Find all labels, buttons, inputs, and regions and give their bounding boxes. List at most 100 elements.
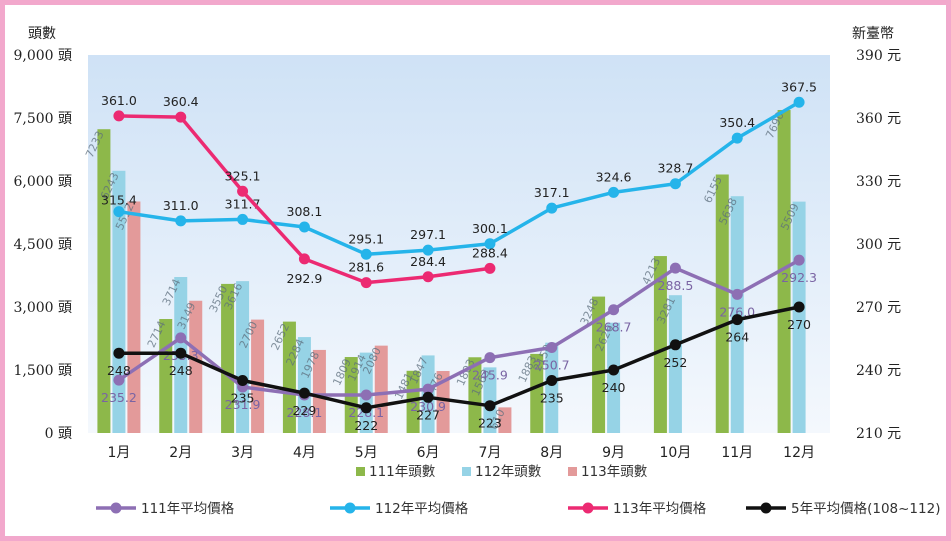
data-point (113, 374, 125, 386)
left-tick-label: 9,000 頭 (13, 48, 72, 64)
point-value-label: 324.6 (596, 169, 632, 184)
bar (530, 353, 544, 433)
bar (189, 300, 203, 433)
plot-area (88, 55, 830, 433)
legend-label: 112年頭數 (475, 464, 542, 480)
category-label: 2月 (169, 445, 192, 461)
point-value-label: 245.9 (472, 368, 508, 383)
legend-marker (760, 502, 772, 514)
data-point (793, 96, 805, 108)
point-value-label: 228.1 (287, 405, 323, 420)
right-tick-label: 270 元 (856, 300, 901, 316)
point-value-label: 360.4 (163, 94, 199, 109)
data-point (422, 271, 434, 283)
data-point (175, 215, 187, 227)
point-value-label: 317.1 (534, 185, 570, 200)
series-line (118, 100, 800, 257)
bar (483, 367, 497, 433)
data-point (422, 391, 434, 403)
bar (282, 321, 296, 433)
data-point (669, 339, 681, 351)
left-tick-label: 4,500 頭 (13, 237, 72, 253)
data-point (422, 244, 434, 256)
point-value-label: 308.1 (287, 204, 323, 219)
data-point (175, 111, 187, 123)
bar (607, 322, 621, 433)
series-line (117, 258, 800, 397)
right-tick-label: 300 元 (856, 237, 901, 253)
data-point (237, 185, 249, 197)
right-axis-ticks: 390 元 360 元 330 元 300 元 270 元 240 元 210 元 (856, 48, 901, 442)
point-value-label: 270 (787, 317, 811, 332)
bar (545, 342, 559, 433)
point-value-label: 295.1 (348, 231, 384, 246)
point-value-label: 248 (107, 363, 131, 378)
category-label: 8月 (540, 445, 563, 461)
point-value-label: 361.0 (101, 93, 137, 108)
bar (777, 110, 791, 434)
legend-label: 112年平均價格 (375, 501, 469, 517)
legend-label: 111年頭數 (369, 464, 436, 480)
legend-label: 111年平均價格 (141, 501, 235, 517)
data-point (669, 262, 681, 274)
legend-swatch (462, 467, 471, 476)
data-point (669, 178, 681, 190)
data-point (113, 206, 125, 218)
point-value-label: 284.4 (410, 254, 446, 269)
point-value-label: 223 (478, 416, 502, 431)
data-point (175, 332, 187, 344)
point-value-label: 264 (725, 330, 749, 345)
bar (668, 295, 682, 433)
category-label: 4月 (293, 445, 316, 461)
left-tick-label: 3,000 頭 (13, 300, 72, 316)
line-series: 235.2255.3231.9228.1228.1230.9245.9250.7… (101, 79, 817, 433)
legend-marker (110, 502, 122, 514)
data-point (546, 202, 558, 214)
category-label: 3月 (231, 445, 254, 461)
point-value-label: 250.7 (534, 358, 570, 373)
data-point (608, 304, 620, 316)
data-point (793, 254, 805, 266)
bar (251, 319, 265, 433)
category-label: 5月 (355, 445, 378, 461)
left-axis-title: 頭數 (28, 26, 56, 42)
data-point (484, 238, 496, 250)
data-point (422, 383, 434, 395)
category-label: 12月 (783, 445, 815, 461)
data-point (546, 375, 558, 386)
legend-label: 5年平均價格(108~112) (791, 501, 940, 517)
bar (498, 407, 512, 433)
bar (592, 296, 606, 433)
point-value-label: 235 (540, 391, 564, 406)
data-point (484, 262, 496, 274)
legend: 111年頭數 112年頭數 113年頭數 111年平均價格 112年平均價格 113年平均… (96, 464, 940, 517)
point-value-label: 367.5 (781, 79, 817, 94)
bar (312, 349, 326, 433)
category-label: 10月 (660, 445, 692, 461)
point-value-label: 231.9 (225, 397, 261, 412)
point-value-label: 222 (354, 418, 378, 433)
data-point (731, 132, 743, 144)
point-value-label: 235.2 (101, 390, 137, 405)
data-point (298, 387, 310, 399)
left-tick-label: 6,000 頭 (13, 174, 72, 190)
point-value-label: 230.9 (410, 399, 446, 414)
data-point (608, 186, 620, 198)
legend-label: 113年頭數 (581, 464, 648, 480)
bar (406, 370, 420, 433)
point-value-label: 288.5 (658, 278, 694, 293)
data-point (360, 277, 372, 289)
data-point (237, 213, 249, 225)
point-value-label: 240 (602, 380, 626, 395)
data-point (360, 389, 372, 401)
point-value-label: 235 (231, 391, 255, 406)
point-value-label: 350.4 (719, 115, 755, 130)
data-point (731, 288, 743, 300)
category-labels: 1月 2月 3月 4月 5月 6月 7月 8月 9月 10月 11月 12月 (107, 445, 815, 461)
left-tick-label: 0 頭 (45, 426, 72, 442)
point-value-label: 315.4 (101, 193, 137, 208)
point-value-label: 325.1 (225, 168, 261, 183)
data-point (237, 375, 249, 386)
left-tick-label: 7,500 頭 (13, 111, 72, 127)
